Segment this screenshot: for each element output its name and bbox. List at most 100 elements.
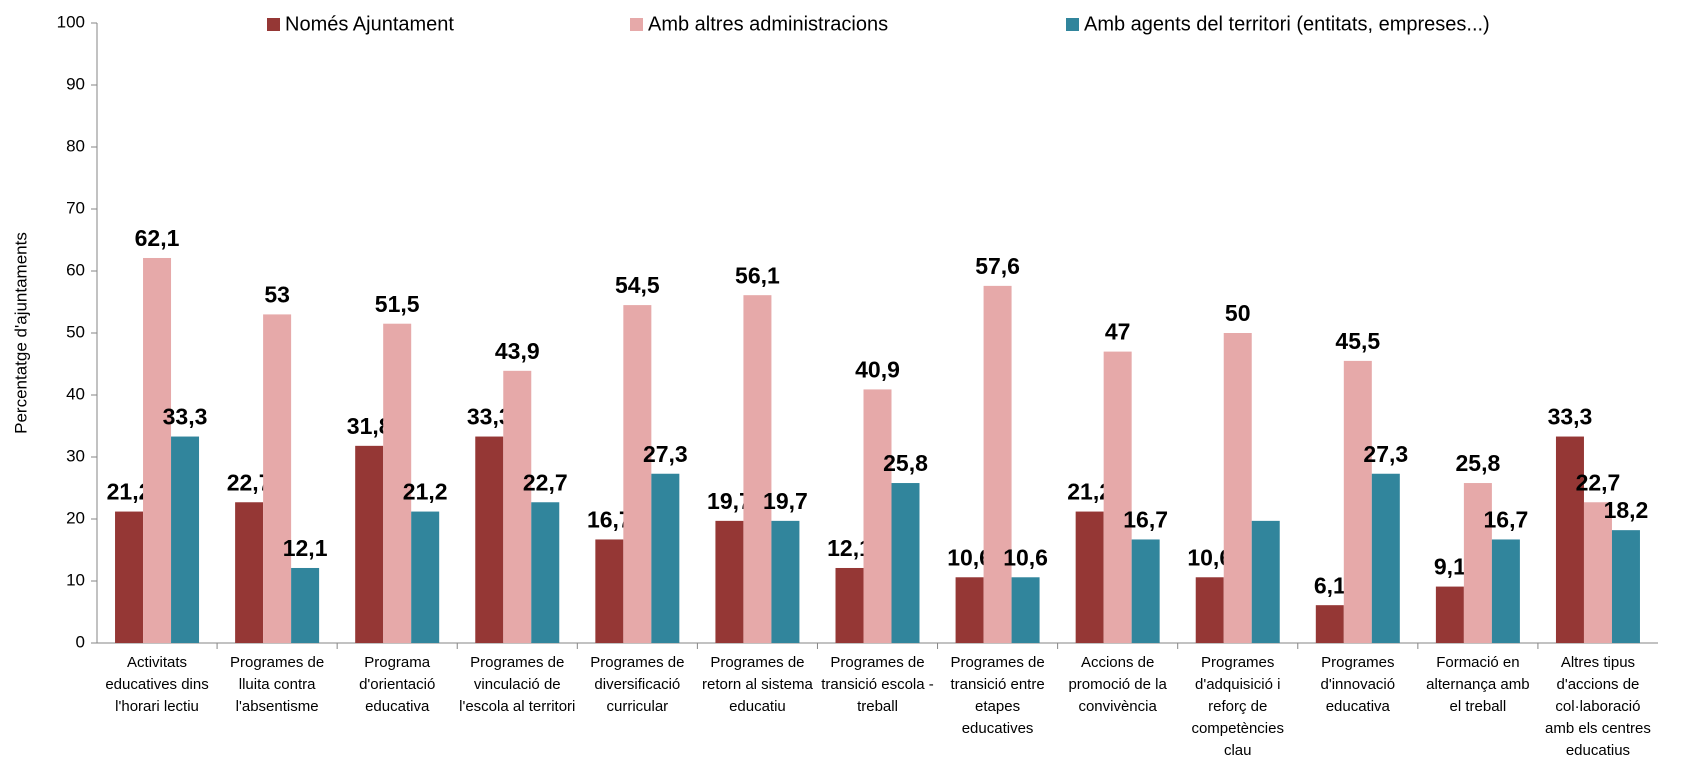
bar [623, 305, 652, 643]
data-label: 40,9 [855, 356, 900, 382]
x-tick-label: Programes d'innovació educativa [1320, 654, 1396, 715]
bar [1463, 483, 1492, 643]
legend-label: Només Ajuntament [285, 13, 454, 35]
legend-swatch [1066, 18, 1079, 31]
x-tick-label: Formació en alternança amb el treball [1426, 654, 1530, 715]
bar [955, 577, 984, 643]
bar [235, 502, 264, 643]
bar [1195, 577, 1224, 643]
x-tick-label: Activitats educatives dins l'horari lect… [105, 654, 209, 715]
bar [835, 567, 864, 643]
bar [1315, 605, 1344, 643]
x-tick-label: Programa d'orientació educativa [359, 654, 436, 715]
bar [1103, 351, 1132, 643]
y-tick-label: 100 [57, 12, 85, 31]
data-label: 54,5 [615, 272, 660, 298]
bar [651, 473, 680, 643]
data-label: 21,2 [403, 479, 448, 505]
bar [863, 389, 892, 643]
bar [595, 539, 624, 643]
y-tick-label: 20 [66, 508, 85, 527]
bar [171, 436, 200, 643]
y-tick-label: 10 [66, 570, 85, 589]
data-label: 33,3 [1548, 404, 1593, 430]
bar [143, 257, 172, 643]
data-label: 47 [1105, 319, 1131, 345]
data-label: 50 [1225, 300, 1251, 326]
y-tick-label: 60 [66, 260, 85, 279]
legend-swatch [267, 18, 280, 31]
x-tick-label: Programes de transició escola - treball [821, 654, 934, 715]
data-label: 27,3 [643, 441, 688, 467]
data-label: 25,8 [1456, 450, 1501, 476]
data-label: 45,5 [1335, 328, 1380, 354]
data-label: 43,9 [495, 338, 540, 364]
y-tick-label: 0 [76, 632, 85, 651]
y-tick-label: 50 [66, 322, 85, 341]
data-label: 6,1 [1314, 572, 1346, 598]
legend-swatch [630, 18, 643, 31]
bar [771, 520, 800, 643]
data-label: 9,1 [1434, 554, 1466, 580]
x-tick-label: Accions de promoció de la convivència [1068, 654, 1167, 715]
bar [743, 295, 772, 643]
y-tick-label: 40 [66, 384, 85, 403]
y-tick-label: 30 [66, 446, 85, 465]
bar [715, 520, 744, 643]
data-label: 22,7 [1576, 469, 1621, 495]
bar [503, 370, 532, 643]
legend-label: Amb altres administracions [648, 13, 888, 35]
data-label: 22,7 [523, 469, 568, 495]
x-tick-label: Programes de transició entre etapes educ… [950, 654, 1045, 737]
data-label: 53 [264, 281, 290, 307]
data-label: 18,2 [1604, 497, 1649, 523]
x-tick-label: Programes de lluita contra l'absentisme [230, 654, 325, 715]
x-tick-label: Programes de vinculació de l'escola al t… [459, 654, 576, 715]
x-tick-label: Programes de diversificació curricular [590, 654, 685, 715]
bar [983, 285, 1012, 643]
y-axis-title: Percentatge d'ajuntaments [11, 232, 30, 434]
bar [411, 511, 440, 643]
bar [291, 567, 320, 643]
data-label: 25,8 [883, 450, 928, 476]
data-label: 19,7 [763, 488, 808, 514]
data-label: 51,5 [375, 291, 420, 317]
bar [1611, 530, 1640, 643]
bar [115, 511, 144, 643]
bar [1343, 360, 1372, 643]
data-label: 12,1 [283, 535, 328, 561]
data-label: 16,7 [1123, 507, 1168, 533]
bar [1371, 473, 1400, 643]
y-tick-label: 80 [66, 136, 85, 155]
bar [1555, 436, 1584, 643]
y-tick-label: 90 [66, 74, 85, 93]
data-label: 16,7 [1484, 507, 1529, 533]
bar [355, 445, 384, 643]
legend-label: Amb agents del territori (entitats, empr… [1084, 13, 1490, 35]
bar [383, 323, 412, 643]
bar [1435, 586, 1464, 643]
data-label: 56,1 [735, 262, 780, 288]
bar [531, 502, 560, 643]
bar [1075, 511, 1104, 643]
bar [475, 436, 504, 643]
data-label: 33,3 [163, 404, 208, 430]
bar [1491, 539, 1520, 643]
data-label: 27,3 [1363, 441, 1408, 467]
data-label: 57,6 [975, 253, 1020, 279]
x-tick-label: Altres tipus d'accions de col·laboració … [1545, 654, 1651, 759]
bar [263, 314, 292, 643]
bar [891, 483, 920, 643]
bar [1583, 502, 1612, 643]
bar [1131, 539, 1160, 643]
bar [1011, 577, 1040, 643]
x-tick-label: Programes d'adquisició i reforç de compe… [1191, 654, 1284, 759]
x-tick-label: Programes de retorn al sistema educatiu [701, 654, 813, 715]
bar [1223, 333, 1252, 643]
y-tick-label: 70 [66, 198, 85, 217]
data-label: 62,1 [135, 225, 180, 251]
data-label: 10,6 [1003, 544, 1048, 570]
bar [1251, 520, 1280, 643]
